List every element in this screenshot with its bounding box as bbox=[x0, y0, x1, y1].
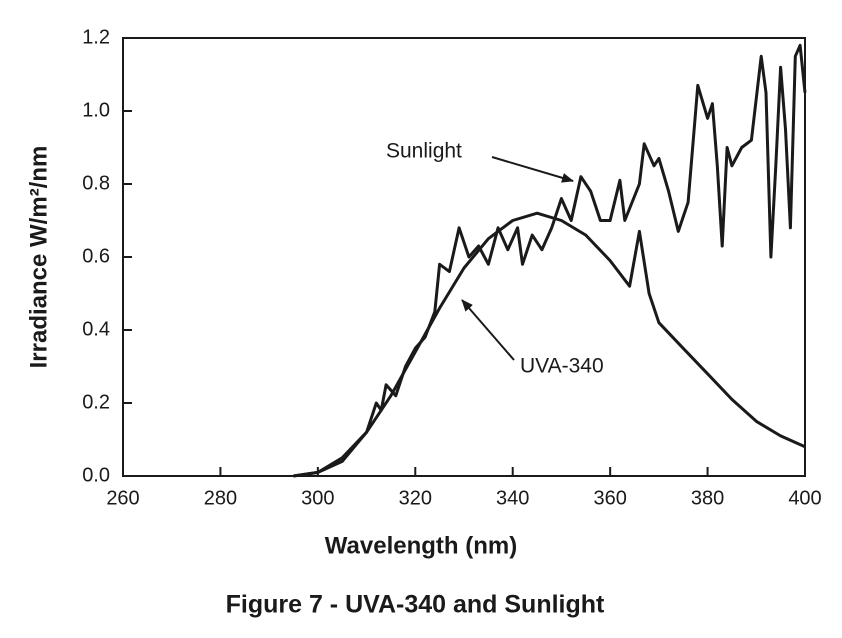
y-tick-label: 1.0 bbox=[82, 99, 110, 121]
annotation-arrow bbox=[461, 299, 515, 361]
annotation: UVA-340 bbox=[520, 355, 604, 378]
y-axis-title: Irradiance W/m²/nm bbox=[25, 146, 52, 369]
series-line bbox=[293, 43, 807, 478]
y-tick-label: 0.4 bbox=[82, 318, 110, 340]
y-tick-label: 0.8 bbox=[82, 172, 110, 194]
annotation-arrow bbox=[491, 156, 574, 183]
x-tick-label: 340 bbox=[496, 487, 529, 509]
annotation: Sunlight bbox=[386, 140, 462, 163]
x-tick-label: 360 bbox=[593, 487, 626, 509]
x-axis-title: Wavelength (nm) bbox=[325, 532, 517, 559]
x-tick-label: 280 bbox=[204, 487, 237, 509]
series-line bbox=[293, 211, 806, 478]
y-tick-label: 0.2 bbox=[82, 391, 110, 413]
x-tick-label: 300 bbox=[301, 487, 334, 509]
y-tick-label: 0.0 bbox=[82, 464, 110, 486]
x-tick-label: 380 bbox=[691, 487, 724, 509]
caption: Figure 7 - UVA-340 and Sunlight bbox=[226, 591, 605, 619]
x-tick-label: 400 bbox=[788, 487, 821, 509]
y-tick-label: 1.2 bbox=[82, 26, 110, 48]
x-tick-label: 260 bbox=[106, 487, 139, 509]
y-tick-label: 0.6 bbox=[82, 245, 110, 267]
x-tick-label: 320 bbox=[399, 487, 432, 509]
